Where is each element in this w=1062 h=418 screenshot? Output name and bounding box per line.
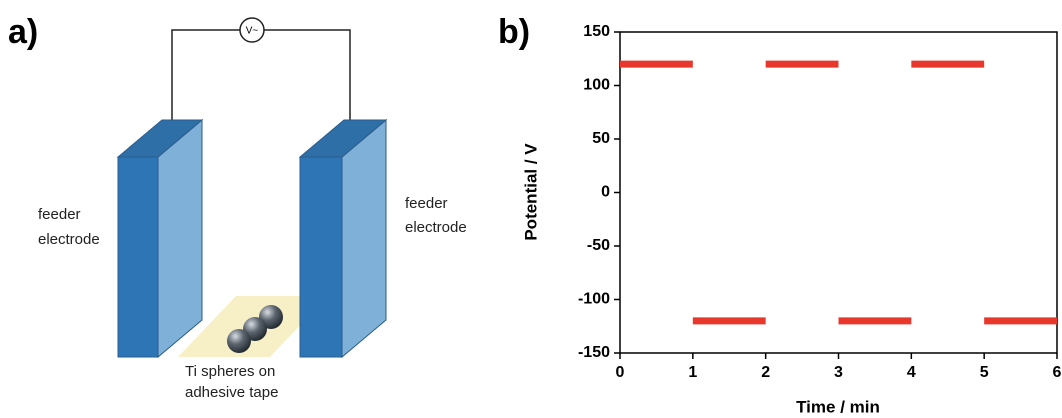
panel-label: b) <box>498 13 530 51</box>
y-tick-label: 50 <box>592 130 610 147</box>
electrode-side <box>157 118 203 359</box>
x-tick-label: 3 <box>834 364 843 381</box>
y-tick-label: -50 <box>587 237 610 254</box>
wire <box>171 29 351 133</box>
y-tick-label: 0 <box>601 184 610 201</box>
y-tick-label: -150 <box>578 344 610 361</box>
right-label: electrode <box>405 219 467 236</box>
y-tick-label: 150 <box>583 23 610 40</box>
diagram: a) V~ feeder electrode feeder electrode … <box>8 13 467 401</box>
left-label: electrode <box>38 231 100 248</box>
x-tick-label: 6 <box>1053 364 1062 381</box>
electrode-side <box>341 118 387 359</box>
x-tick-label: 4 <box>907 364 916 381</box>
x-tick-label: 5 <box>980 364 989 381</box>
y-tick-label: 100 <box>583 77 610 94</box>
sample-label: Ti spheres on <box>185 363 275 380</box>
x-tick-label: 2 <box>761 364 770 381</box>
x-tick-label: 1 <box>688 364 697 381</box>
voltmeter <box>239 17 265 43</box>
chart: b) Time / min Potential / V -150 -100 -50 0… <box>498 13 1062 417</box>
sphere <box>227 329 251 353</box>
right-label: feeder <box>405 195 448 212</box>
x-tick-label: 0 <box>616 364 625 381</box>
panel-label: a) <box>8 13 38 51</box>
left-label: feeder <box>38 206 81 223</box>
y-tick-label: -100 <box>578 291 610 308</box>
x-axis-label: Time / min <box>796 397 880 416</box>
plot-frame <box>619 31 1058 354</box>
voltmeter-label: V~ <box>246 26 259 37</box>
electrode-front <box>299 156 343 358</box>
right-electrode <box>298 118 388 359</box>
sample-label: adhesive tape <box>185 384 278 401</box>
electrode-front <box>117 156 159 358</box>
y-axis-label: Potential / V <box>521 143 540 241</box>
left-electrode <box>116 118 204 359</box>
